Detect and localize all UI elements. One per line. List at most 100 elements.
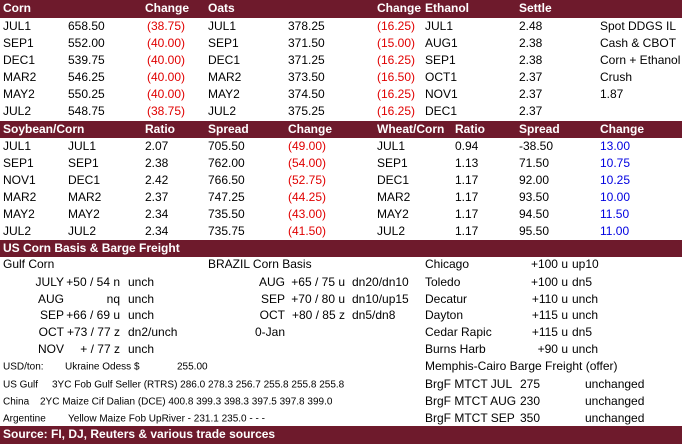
cell: Toledo [425, 275, 461, 289]
cell: 0.94 [455, 139, 479, 153]
cell: USD/ton: [3, 362, 44, 373]
cell: JUL2 [3, 224, 31, 238]
cell: (43.00) [288, 207, 326, 221]
cell: (16.50) [377, 70, 415, 84]
cell: 2YC Maize Cif Dalian (DCE) 400.8 399.3 3… [40, 397, 333, 408]
cell: +66 / 69 u [66, 308, 120, 322]
footer: Source: FI, DJ, Reuters & various trade … [3, 427, 275, 441]
cell: dn10/up15 [352, 292, 409, 306]
cell: dn5 [572, 275, 592, 289]
cell: JUL1 [68, 139, 96, 153]
cell: MAY2 [3, 87, 35, 101]
cell: BrgF MTCT SEP [425, 411, 515, 425]
cell: unchanged [585, 411, 644, 425]
cell: BrgF MTCT AUG [425, 394, 516, 408]
cell: 550.25 [68, 87, 105, 101]
cell: 255.00 [177, 362, 208, 373]
cell: 2.38 [519, 36, 543, 50]
cell: (16.25) [377, 87, 415, 101]
cell: 11.00 [600, 224, 629, 238]
cell: (40.00) [147, 87, 185, 101]
cell: Burns Harb [425, 342, 486, 356]
cell: 546.25 [68, 70, 105, 84]
cell: nq [107, 292, 120, 306]
cell: 658.50 [68, 19, 105, 33]
cell: NOV1 [3, 173, 36, 187]
cell: MAY2 [377, 207, 409, 221]
cell: 371.50 [288, 36, 325, 50]
cell: 2.37 [145, 190, 169, 204]
block-title: Gulf Corn [3, 257, 54, 271]
cell: JUL1 [425, 19, 453, 33]
cell: 2.34 [145, 207, 169, 221]
cell: 2.34 [145, 224, 169, 238]
cell: 747.25 [208, 190, 245, 204]
cell: NOV1 [425, 87, 458, 101]
column-header: Spread [208, 122, 249, 136]
cell: MAR2 [377, 190, 411, 204]
cell: (16.25) [377, 104, 415, 118]
cell: 2.37 [519, 104, 543, 118]
cell: 2.37 [519, 87, 543, 101]
cell: (52.75) [288, 173, 326, 187]
cell: dn2/unch [128, 325, 177, 339]
cell: OCT1 [425, 70, 457, 84]
cell: 1.17 [455, 190, 479, 204]
cell: (40.00) [147, 36, 185, 50]
column-header: Change [288, 122, 332, 136]
cell: OCT [39, 325, 65, 339]
column-header: Ratio [145, 122, 175, 136]
cell: SEP1 [3, 156, 34, 170]
cell: Spot DDGS IL [600, 19, 676, 33]
cell: 552.00 [68, 36, 105, 50]
cell: +73 / 77 z [67, 325, 120, 339]
header-band [0, 240, 682, 257]
cell: 539.75 [68, 53, 105, 67]
cell: (54.00) [288, 156, 326, 170]
cell: SEP1 [377, 156, 408, 170]
cell: 548.75 [68, 104, 105, 118]
cell: 95.50 [519, 224, 549, 238]
cell: MAY2 [3, 207, 35, 221]
cell: +100 u [531, 275, 568, 289]
cell: 13.00 [600, 139, 630, 153]
cell: $ [134, 362, 140, 373]
cell: (40.00) [147, 70, 185, 84]
cell: (44.25) [288, 190, 326, 204]
cell: unchanged [585, 394, 644, 408]
cell: +65 / 75 u [291, 275, 345, 289]
cell: unch [128, 292, 154, 306]
cell: 762.00 [208, 156, 245, 170]
column-header: Oats [208, 1, 235, 15]
cell: 374.50 [288, 87, 325, 101]
cell: unchanged [585, 377, 644, 391]
cell: SEP [261, 292, 285, 306]
cell: 230 [520, 394, 540, 408]
cell: AUG [38, 292, 64, 306]
cell: Yellow Maize Fob UpRiver - 231.1 235.0 -… [68, 414, 265, 425]
cell: JUL2 [377, 224, 405, 238]
column-header: Settle [519, 1, 552, 15]
column-header: Change [145, 1, 189, 15]
column-header: Spread [519, 122, 560, 136]
cell: 2.37 [519, 70, 543, 84]
cell: -38.50 [519, 139, 553, 153]
section-title: US Corn Basis & Barge Freight [3, 241, 180, 255]
cell: 1.17 [455, 224, 479, 238]
cell: Ukraine Odess [65, 362, 131, 373]
cell: Dayton [425, 308, 463, 322]
cell: 71.50 [519, 156, 549, 170]
cell: MAY2 [68, 207, 100, 221]
cell: +70 / 80 u [291, 292, 345, 306]
cell: 93.50 [519, 190, 549, 204]
cell: 2.48 [519, 19, 543, 33]
cell: JUL1 [377, 139, 405, 153]
cell: 0-Jan [255, 325, 285, 339]
cell: 3YC Fob Gulf Seller (RTRS) 286.0 278.3 2… [52, 380, 345, 391]
footer-band [0, 426, 682, 444]
cell: 373.50 [288, 70, 325, 84]
cell: unch [572, 342, 598, 356]
cell: OCT [260, 308, 286, 322]
cell: unch [572, 292, 598, 306]
